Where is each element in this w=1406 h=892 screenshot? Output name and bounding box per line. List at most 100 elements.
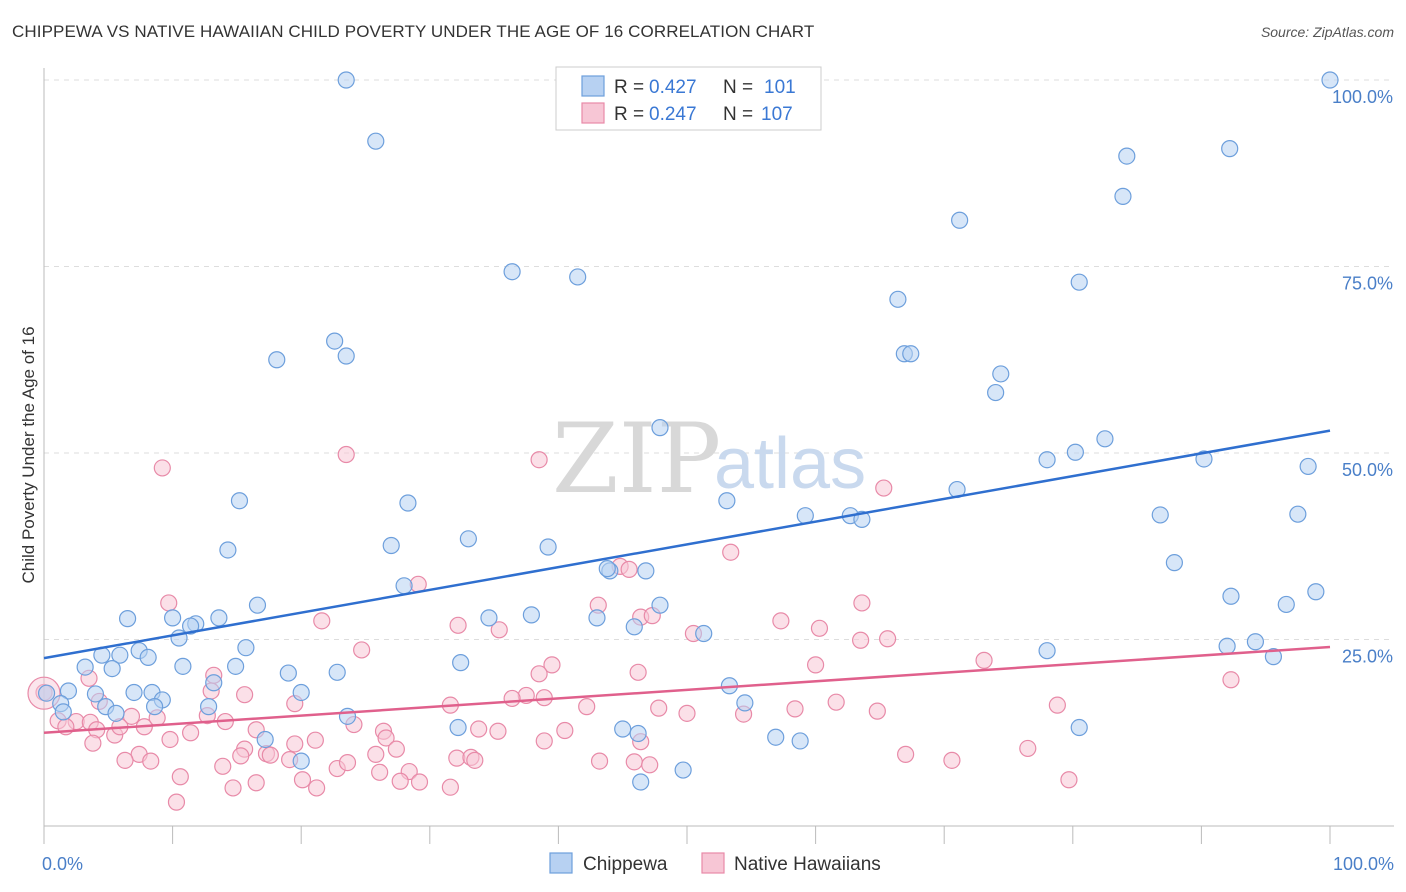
native-hawaiians-point xyxy=(313,612,331,630)
native-hawaiians-point xyxy=(590,752,609,770)
native-hawaiians-point xyxy=(387,740,405,758)
legend-r-label-1: R = xyxy=(614,77,644,98)
native-hawaiians-point xyxy=(625,753,643,771)
chippewa-point xyxy=(111,646,129,664)
chippewa-point xyxy=(449,718,467,737)
legend-r-value-1: 0.427 xyxy=(649,77,697,98)
native-hawaiians-point xyxy=(377,729,395,747)
native-hawaiians-point xyxy=(391,772,409,790)
chippewa-point xyxy=(522,606,540,624)
native-hawaiians-point xyxy=(897,745,915,763)
legend-r-label-2: R = xyxy=(614,104,644,125)
native-hawaiians-point xyxy=(367,745,385,763)
y-tick-label: 25.0% xyxy=(1342,647,1393,667)
native-hawaiians-point xyxy=(224,779,242,797)
native-hawaiians-point xyxy=(293,771,312,789)
native-hawaiians-point xyxy=(875,479,893,497)
native-hawaiians-point xyxy=(786,700,804,718)
native-hawaiians-point xyxy=(535,689,553,707)
chippewa-point xyxy=(1114,187,1132,205)
chippewa-point xyxy=(1221,140,1239,158)
chippewa-point xyxy=(651,596,669,614)
native-hawaiians-point xyxy=(530,665,548,683)
native-hawaiians-point xyxy=(236,686,254,704)
native-hawaiians-point xyxy=(353,641,371,659)
native-hawaiians-point xyxy=(806,656,825,674)
legend-n-value-1: 101 xyxy=(764,77,796,98)
native-hawaiians-point xyxy=(286,735,304,753)
chippewa-point xyxy=(1264,648,1283,666)
native-hawaiians-point xyxy=(153,459,171,477)
native-hawaiians-point xyxy=(1060,771,1078,789)
chippewa-point xyxy=(889,290,907,308)
x-tick-label-max: 100.0% xyxy=(1333,854,1394,874)
chippewa-point xyxy=(107,704,125,722)
chippewa-point xyxy=(1038,642,1056,660)
chippewa-point xyxy=(695,624,713,643)
chippewa-point xyxy=(210,609,228,627)
chippewa-point xyxy=(987,383,1005,402)
legend-top: R = 0.427 N = 101 R = 0.247 N = 107 xyxy=(555,66,822,131)
chippewa-point xyxy=(1066,443,1084,461)
y-axis-label: Child Poverty Under the Age of 16 xyxy=(19,326,38,583)
native-hawaiians-point xyxy=(772,612,790,630)
chippewa-point xyxy=(103,659,121,678)
chippewa-point xyxy=(54,703,72,721)
legend-r-value-2: 0.247 xyxy=(649,104,697,125)
grid-layer xyxy=(44,79,1394,640)
native-hawaiians-point xyxy=(161,730,179,749)
native-hawaiians-point xyxy=(306,731,324,749)
chippewa-point xyxy=(1246,633,1265,651)
native-hawaiians-point xyxy=(535,732,553,750)
native-hawaiians-point xyxy=(171,768,189,786)
chippewa-point xyxy=(237,639,255,657)
chippewa-point xyxy=(674,761,692,779)
native-hawaiians-point xyxy=(650,699,668,717)
trend-line-chippewa xyxy=(43,429,1331,660)
native-hawaiians-point xyxy=(629,663,647,681)
source-label: Source: ZipAtlas.com xyxy=(1260,24,1394,40)
chippewa-point xyxy=(118,610,137,628)
chippewa-point xyxy=(629,724,647,743)
chippewa-point xyxy=(399,494,417,512)
chippewa-point xyxy=(588,609,606,627)
native-hawaiians-point xyxy=(1048,696,1066,714)
native-hawaiians-point xyxy=(441,778,459,796)
native-hawaiians-point xyxy=(466,751,484,769)
native-hawaiians-point xyxy=(853,594,871,612)
native-hawaiians-point xyxy=(943,751,961,769)
trend-line-native-hawaiians xyxy=(43,645,1331,734)
chippewa-point xyxy=(219,541,237,559)
bottom-legend-label-native-hawaiians: Native Hawaiians xyxy=(734,854,881,875)
native-hawaiians-point xyxy=(489,722,507,740)
chippewa-point xyxy=(326,332,344,350)
bottom-legend-swatch-native-hawaiians xyxy=(701,852,725,874)
chippewa-point xyxy=(200,698,218,716)
chippewa-point xyxy=(992,365,1010,383)
legend-n-value-2: 107 xyxy=(761,104,793,125)
bottom-legend-label-chippewa: Chippewa xyxy=(583,854,668,875)
chippewa-point xyxy=(902,345,920,363)
legend-n-label-1: N = xyxy=(723,77,753,98)
chippewa-point xyxy=(1118,147,1136,165)
native-hawaiians-point xyxy=(116,751,134,769)
native-hawaiians-point xyxy=(371,763,389,781)
watermark: ZIP atlas xyxy=(552,403,866,515)
chippewa-point xyxy=(1222,587,1240,605)
chippewa-point xyxy=(951,211,969,229)
native-hawaiians-point xyxy=(142,752,160,770)
native-hawaiians-point xyxy=(827,693,845,711)
chippewa-point xyxy=(1165,554,1183,572)
chippewa-point xyxy=(637,562,655,580)
legend-swatch-chippewa xyxy=(581,75,605,97)
chippewa-point xyxy=(248,596,267,614)
chippewa-point xyxy=(459,530,477,548)
chippewa-point xyxy=(205,674,223,692)
native-hawaiians-point xyxy=(543,656,561,674)
chippewa-point xyxy=(614,720,632,738)
watermark-atlas: atlas xyxy=(714,424,866,504)
native-hawaiians-point xyxy=(182,724,200,742)
chippewa-point xyxy=(1299,457,1317,476)
native-hawaiians-point xyxy=(470,720,488,738)
native-hawaiians-point xyxy=(1019,739,1037,758)
